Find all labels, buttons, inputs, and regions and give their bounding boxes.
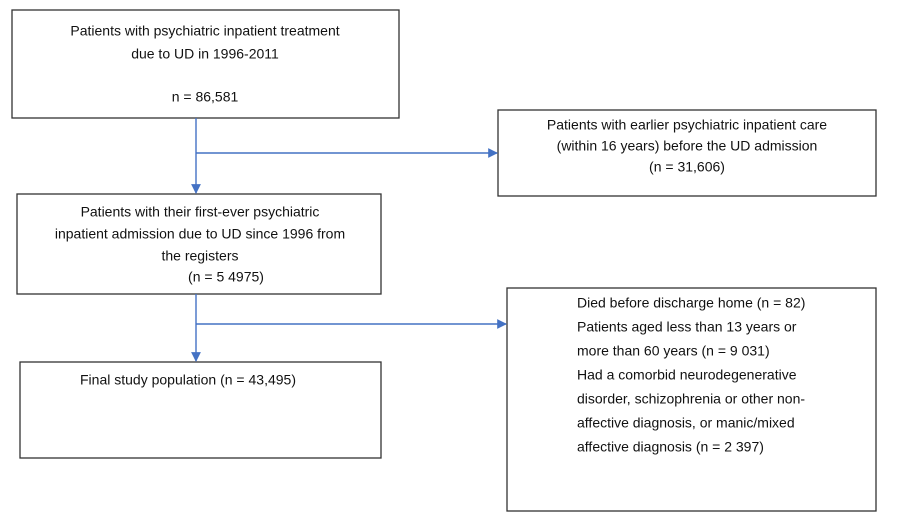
node-text: (n = 31,606) [649, 159, 725, 175]
node-text: n = 86,581 [172, 89, 239, 105]
box [11, 9, 400, 119]
node-text: affective diagnosis, or manic/mixed [577, 415, 795, 431]
node-text: due to UD in 1996-2011 [131, 46, 279, 62]
node-text: Final study population (n = 43,495) [80, 372, 296, 388]
node-text: (within 16 years) before the UD admissio… [557, 138, 818, 154]
node-text: Died before discharge home (n = 82) [577, 295, 805, 311]
box [497, 109, 877, 197]
node-text: inpatient admission due to UD since 1996… [55, 226, 345, 242]
node-text: Patients aged less than 13 years or [577, 319, 797, 335]
box [16, 193, 382, 295]
box [19, 361, 382, 459]
box [506, 287, 877, 512]
node-text: Patients with their first-ever psychiatr… [81, 204, 320, 220]
node-text: more than 60 years (n = 9 031) [577, 343, 770, 359]
node-text: (n = 5 4975) [188, 269, 264, 285]
node-text: affective diagnosis (n = 2 397) [577, 439, 764, 455]
node-text: disorder, schizophrenia or other non- [577, 391, 805, 407]
node-text: the registers [161, 248, 238, 264]
node-text: Had a comorbid neurodegenerative [577, 367, 797, 383]
node-text: Patients with psychiatric inpatient trea… [70, 23, 339, 39]
node-text: Patients with earlier psychiatric inpati… [547, 117, 827, 133]
